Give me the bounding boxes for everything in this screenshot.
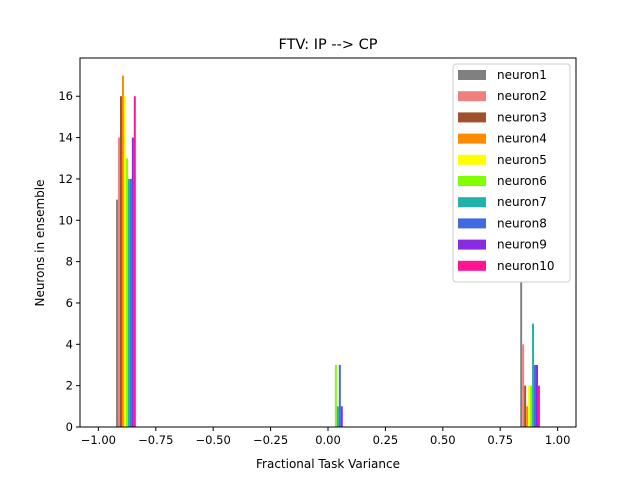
y-tick-label: 10 [58,213,73,227]
bar-neuron5-group-3 [528,385,531,427]
bar-neuron9-group-2 [340,406,343,427]
bar-neuron7-group-2 [336,406,339,427]
bar-neuron2-group-1 [118,137,120,427]
x-tick-label: 0.50 [430,433,456,447]
bar-neuron9-group-1 [131,137,134,427]
legend-label-neuron10: neuron10 [497,259,554,273]
y-tick-label: 2 [66,379,73,393]
y-tick-label: 0 [66,420,73,434]
bar-neuron6-group-3 [530,385,533,427]
bar-neuron8-group-3 [534,364,536,427]
y-tick-label: 6 [66,296,73,310]
bar-neuron3-group-3 [524,385,527,427]
legend-swatch-neuron9 [458,239,486,250]
legend-swatch-neuron5 [458,154,486,165]
bar-neuron3-group-1 [120,96,122,428]
y-tick-label: 14 [58,131,73,145]
x-axis-ticks: −1.00 −0.75 −0.50 −0.25 0.00 0.25 0.50 0.75 1.00 [81,427,571,447]
legend-label-neuron6: neuron6 [497,174,547,188]
bar-neuron10-group-3 [537,385,540,427]
bar-neuron1-group-3 [520,282,523,427]
x-tick-label: −0.25 [253,433,288,447]
legend-label-neuron2: neuron2 [497,89,547,103]
y-tick-label: 8 [66,255,73,269]
x-axis-label: Fractional Task Variance [256,457,400,471]
y-axis-label: Neurons in ensemble [33,179,47,306]
y-axis-ticks: 0 2 4 6 8 10 12 14 16 [58,89,80,434]
bar-neuron4-group-3 [526,406,529,427]
legend-label-neuron4: neuron4 [497,132,547,146]
bars-layer [116,75,540,428]
legend-label-neuron3: neuron3 [497,110,547,124]
legend-swatch-neuron7 [458,197,486,208]
x-tick-label: −0.50 [196,433,231,447]
y-tick-label: 4 [66,337,73,351]
legend-swatch-neuron3 [458,112,486,123]
chart-title: FTV: IP --> CP [279,37,378,53]
legend-swatch-neuron10 [458,260,486,271]
x-tick-label: −1.00 [81,433,116,447]
bar-neuron5-group-1 [123,96,126,428]
bar-neuron8-group-2 [338,364,341,427]
x-tick-label: 0.25 [373,433,399,447]
legend-label-neuron9: neuron9 [497,238,547,252]
bar-neuron6-group-1 [125,158,128,427]
legend-label-neuron5: neuron5 [497,153,547,167]
legend-swatch-neuron2 [458,91,486,102]
legend-label-neuron1: neuron1 [497,68,547,82]
legend: neuron1 neuron2 neuron3 neuron4 neuron5 neuro… [452,63,571,283]
x-tick-label: 0.00 [315,433,341,447]
legend-swatch-neuron8 [458,218,486,229]
x-tick-label: −0.75 [138,433,173,447]
x-tick-label: 0.75 [487,433,513,447]
x-tick-label: 1.00 [545,433,571,447]
y-tick-label: 12 [58,172,73,186]
bar-neuron8-group-1 [129,178,132,427]
bar-neuron2-group-3 [522,344,525,427]
bar-neuron1-group-1 [116,199,119,427]
legend-swatch-neuron4 [458,133,486,144]
legend-swatch-neuron1 [458,70,486,80]
bar-neuron10-group-1 [133,96,136,428]
bar-neuron9-group-3 [536,364,538,427]
bar-neuron6-group-2 [334,364,337,427]
bar-neuron7-group-3 [532,323,535,427]
legend-swatch-neuron6 [458,176,486,186]
y-tick-label: 16 [58,89,73,103]
legend-label-neuron8: neuron8 [497,216,547,230]
legend-label-neuron7: neuron7 [497,195,547,209]
bar-neuron7-group-1 [127,178,130,427]
bar-neuron4-group-1 [121,75,124,427]
